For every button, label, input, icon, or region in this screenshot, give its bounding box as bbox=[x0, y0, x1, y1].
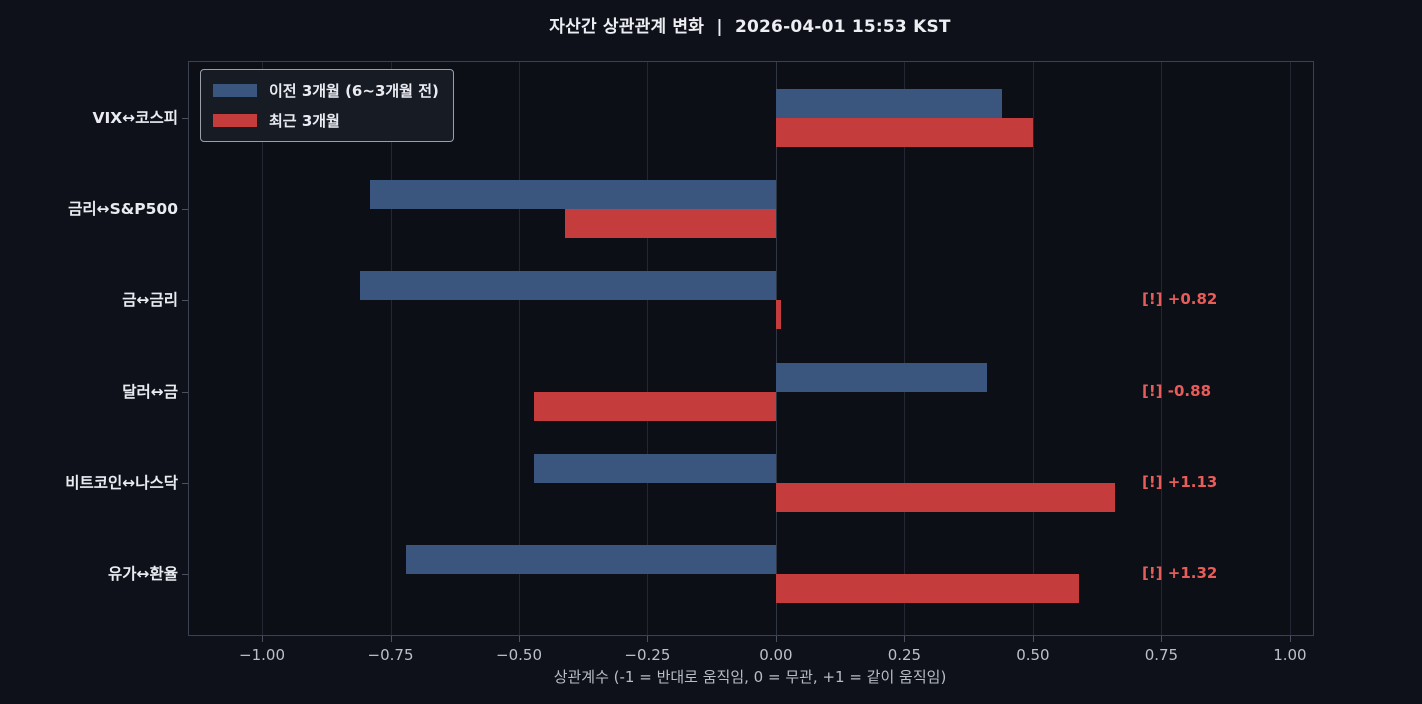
gridline bbox=[647, 62, 649, 635]
y-tick-mark bbox=[182, 208, 188, 210]
annotation-delta: [!] +0.82 bbox=[1142, 290, 1218, 309]
x-tick-mark bbox=[1032, 636, 1034, 642]
bar-recent-3m bbox=[775, 300, 781, 330]
gridline bbox=[1289, 62, 1291, 635]
x-tick-mark bbox=[904, 636, 906, 642]
annotation-delta: [!] -0.88 bbox=[1142, 381, 1212, 400]
gridline bbox=[904, 62, 906, 635]
x-tick-label: −0.75 bbox=[367, 646, 414, 664]
y-tick-mark bbox=[182, 574, 188, 576]
zero-gridline bbox=[775, 62, 777, 635]
x-tick-mark bbox=[1161, 636, 1163, 642]
bar-recent-3m bbox=[775, 482, 1116, 512]
y-axis-label: 유가↔환율 bbox=[107, 565, 178, 584]
x-tick-label: −0.25 bbox=[624, 646, 671, 664]
x-tick-label: 0.25 bbox=[887, 646, 922, 664]
y-tick-mark bbox=[182, 482, 188, 484]
y-axis-label: 금↔금리 bbox=[122, 291, 178, 310]
y-axis-label: 금리↔S&P500 bbox=[68, 199, 178, 218]
legend: 이전 3개월 (6~3개월 전) 최근 3개월 bbox=[200, 69, 454, 142]
x-tick-label: 0.50 bbox=[1016, 646, 1050, 664]
plot-area: −1.00 −0.75 −0.50 −0.25 0.00 0.25 0.50 0.75 1.00… bbox=[182, 61, 1314, 664]
bar-previous-3m bbox=[775, 362, 987, 392]
bar-recent-3m bbox=[775, 117, 1033, 147]
bar-recent-3m bbox=[775, 574, 1080, 604]
y-tick-mark bbox=[182, 300, 188, 302]
bar-previous-3m bbox=[359, 271, 776, 301]
chart-title: 자산간 상관관계 변화 | 2026-04-01 15:53 KST bbox=[549, 17, 951, 37]
gridline bbox=[519, 62, 520, 635]
legend-label-recent: 최근 3개월 bbox=[269, 112, 340, 130]
legend-swatch-recent bbox=[213, 114, 257, 127]
y-axis-label: VIX↔코스피 bbox=[92, 108, 178, 127]
x-axis-title: 상관계수 (-1 = 반대로 움직임, 0 = 무관, +1 = 같이 움직임) bbox=[553, 668, 947, 686]
bar-recent-3m bbox=[534, 391, 776, 421]
y-axis-label: 달러↔금 bbox=[122, 382, 178, 401]
gridline bbox=[262, 62, 263, 635]
x-tick-mark bbox=[390, 636, 392, 642]
x-tick-label: −1.00 bbox=[239, 646, 285, 664]
annotation-delta: [!] +1.13 bbox=[1142, 472, 1218, 491]
legend-label-previous: 이전 3개월 (6~3개월 전) bbox=[269, 82, 439, 100]
bar-recent-3m bbox=[565, 208, 776, 238]
bar-previous-3m bbox=[775, 88, 1002, 118]
y-tick-mark bbox=[182, 391, 188, 393]
bar-previous-3m bbox=[369, 179, 776, 209]
y-axis-label: 비트코인↔나스닥 bbox=[65, 473, 178, 492]
gridline bbox=[1161, 62, 1163, 635]
gridline bbox=[390, 62, 392, 635]
x-tick-label: −0.50 bbox=[496, 646, 542, 664]
x-tick-mark bbox=[262, 636, 263, 642]
x-tick-mark bbox=[647, 636, 649, 642]
x-tick-mark bbox=[519, 636, 520, 642]
x-tick-label: 0.75 bbox=[1144, 646, 1179, 664]
bar-previous-3m bbox=[534, 453, 776, 483]
x-tick-mark bbox=[1289, 636, 1291, 642]
annotation-delta: [!] +1.32 bbox=[1142, 564, 1218, 583]
x-tick-mark bbox=[775, 636, 777, 642]
bar-previous-3m bbox=[405, 545, 776, 575]
legend-item-recent: 최근 3개월 bbox=[213, 110, 439, 131]
legend-swatch-previous bbox=[213, 84, 257, 97]
x-tick-label: 0.00 bbox=[759, 646, 793, 664]
legend-item-previous: 이전 3개월 (6~3개월 전) bbox=[213, 80, 439, 101]
x-tick-label: 1.00 bbox=[1273, 646, 1307, 664]
y-tick-mark bbox=[182, 117, 188, 119]
gridline bbox=[1032, 62, 1034, 635]
